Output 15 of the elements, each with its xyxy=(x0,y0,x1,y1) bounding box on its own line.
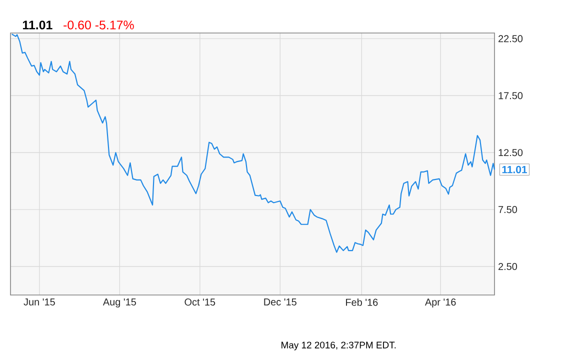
y-tick-label: 22.50 xyxy=(498,35,523,42)
x-tick-label: Feb '16 xyxy=(346,298,378,306)
y-tick-label: 17.50 xyxy=(498,92,523,100)
y-tick-label: 2.50 xyxy=(498,262,518,270)
x-tick-label: Oct '15 xyxy=(184,298,216,306)
chart-title: 11.01 xyxy=(22,20,52,30)
text: May 12 2016, 2:37PM EDT. xyxy=(282,342,396,350)
chart-subtitle: -0.60 -5.17% xyxy=(64,20,134,30)
x-tick-label: Aug '15 xyxy=(102,298,136,308)
y-tick-label: 7.50 xyxy=(498,206,518,214)
annotation: 11.01 xyxy=(502,166,527,174)
x-tick-label: Jun '15 xyxy=(24,298,55,306)
x-tick-label: Apr '16 xyxy=(424,298,456,308)
y-tick-label: 12.50 xyxy=(498,149,523,156)
x-tick-label: Dec '15 xyxy=(264,298,296,306)
